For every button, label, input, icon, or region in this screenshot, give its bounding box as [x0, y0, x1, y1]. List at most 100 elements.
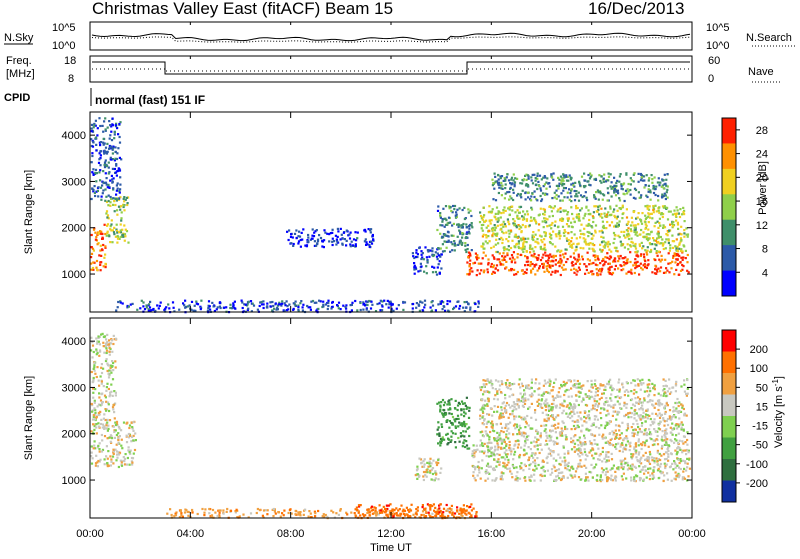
data-cell [678, 255, 680, 257]
data-cell [650, 191, 652, 193]
data-cell [508, 236, 510, 238]
data-cell [617, 260, 619, 262]
data-cell [678, 474, 680, 476]
data-cell [468, 426, 470, 428]
data-cell [572, 468, 574, 470]
data-cell [555, 378, 557, 380]
data-cell [286, 231, 288, 233]
data-cell [459, 207, 461, 209]
data-cell [647, 386, 649, 388]
data-cell [643, 397, 645, 399]
data-cell [585, 417, 587, 419]
data-cell [219, 301, 221, 303]
data-cell [487, 378, 489, 380]
data-cell [629, 412, 631, 414]
data-cell [216, 308, 218, 310]
data-cell [554, 272, 556, 274]
data-cell [101, 439, 103, 441]
data-cell [569, 412, 571, 414]
data-cell [585, 454, 587, 456]
data-cell [501, 231, 503, 233]
data-cell [522, 385, 524, 387]
data-cell [503, 221, 505, 223]
data-cell [519, 194, 521, 196]
data-cell [490, 452, 492, 454]
data-cell [546, 193, 548, 195]
data-cell [500, 417, 502, 419]
data-cell [330, 232, 332, 234]
data-cell [613, 259, 615, 261]
data-cell [486, 455, 488, 457]
data-cell [525, 198, 527, 200]
data-cell [93, 174, 95, 176]
data-cell [620, 231, 622, 233]
data-cell [416, 466, 418, 468]
data-cell [467, 448, 469, 450]
data-cell [668, 444, 670, 446]
data-cell [106, 462, 108, 464]
data-cell [609, 442, 611, 444]
data-cell [527, 213, 529, 215]
data-cell [633, 433, 635, 435]
data-cell [575, 207, 577, 209]
data-cell [609, 433, 611, 435]
data-cell [108, 410, 110, 412]
data-cell [112, 181, 114, 183]
data-cell [97, 422, 99, 424]
colorbar-segment [722, 245, 736, 271]
data-cell [511, 209, 513, 211]
data-cell [338, 302, 340, 304]
data-cell [509, 468, 511, 470]
data-cell [97, 445, 99, 447]
data-cell [515, 234, 517, 236]
data-cell [128, 306, 130, 308]
data-cell [95, 337, 97, 339]
data-cell [603, 227, 605, 229]
data-cell [663, 179, 665, 181]
data-cell [534, 220, 536, 222]
data-cell [505, 405, 507, 407]
data-cell [587, 258, 589, 260]
data-cell [614, 216, 616, 218]
nsky-label: N.Sky [4, 32, 34, 44]
data-cell [494, 224, 496, 226]
data-cell [100, 423, 102, 425]
data-cell [610, 393, 612, 395]
data-cell [465, 423, 467, 425]
data-cell [554, 466, 556, 468]
data-cell [95, 423, 97, 425]
data-cell [93, 229, 95, 231]
data-cell [530, 261, 532, 263]
data-cell [567, 192, 569, 194]
data-cell [669, 244, 671, 246]
data-cell [504, 187, 506, 189]
data-cell [465, 223, 467, 225]
data-cell [117, 198, 119, 200]
data-cell [495, 388, 497, 390]
data-cell [533, 196, 535, 198]
data-cell [93, 124, 95, 126]
data-cell [490, 407, 492, 409]
data-cell [93, 364, 95, 366]
data-cell [532, 268, 534, 270]
data-cell [665, 395, 667, 397]
data-cell [625, 174, 627, 176]
data-cell [546, 462, 548, 464]
data-cell [619, 175, 621, 177]
data-cell [520, 462, 522, 464]
data-cell [523, 435, 525, 437]
data-cell [455, 418, 457, 420]
data-cell [440, 467, 442, 469]
data-cell [116, 184, 118, 186]
data-cell [474, 468, 476, 470]
data-cell [661, 439, 663, 441]
data-cell [532, 255, 534, 257]
data-cell [613, 465, 615, 467]
data-cell [97, 190, 99, 192]
data-cell [114, 449, 116, 451]
data-cell [110, 461, 112, 463]
data-cell [471, 270, 473, 272]
data-cell [122, 234, 124, 236]
data-cell [431, 478, 433, 480]
data-cell [513, 467, 515, 469]
